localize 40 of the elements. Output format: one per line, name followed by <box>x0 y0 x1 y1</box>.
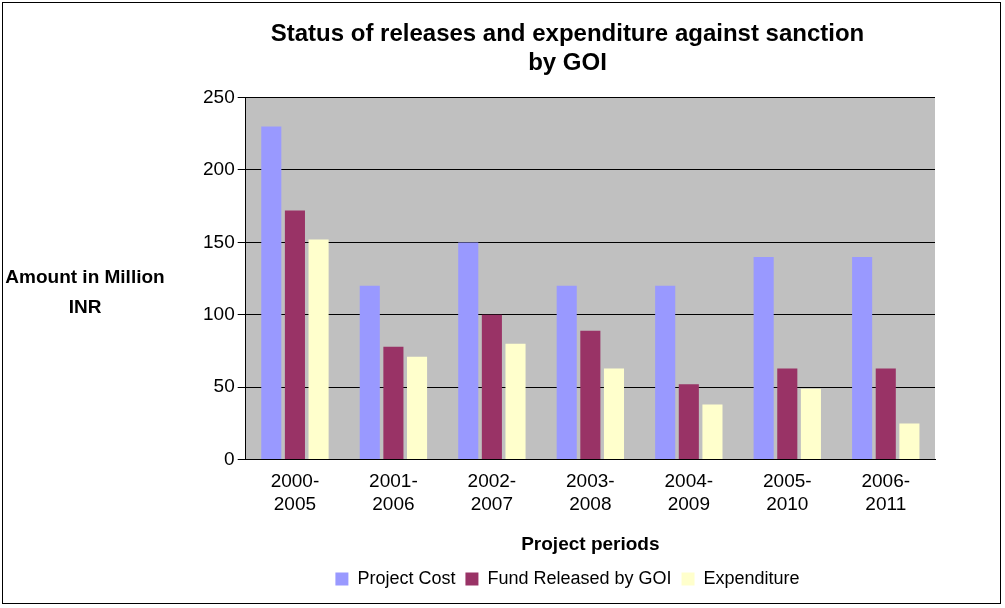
y-tick-label: 200 <box>203 158 235 180</box>
x-tick-label: 2003-2008 <box>566 470 615 515</box>
y-axis-title: Amount in Million INR <box>4 265 166 319</box>
x-tick-label: 2002-2007 <box>467 470 517 515</box>
x-tick-label: 2005-2010 <box>762 470 812 515</box>
y-tick-label: 50 <box>213 375 235 397</box>
x-axis-title: Project periods <box>521 532 660 554</box>
bar <box>753 256 774 460</box>
bar <box>852 256 873 460</box>
x-tick-label: 2006-2011 <box>861 470 911 515</box>
legend-label: Fund Released by GOI <box>487 567 672 588</box>
bar <box>481 314 502 460</box>
y-tick-label: 150 <box>203 230 235 252</box>
x-tick-label: 2001-2006 <box>369 470 418 515</box>
bar <box>407 356 428 460</box>
bar <box>678 384 699 460</box>
y-tick-label: 0 <box>224 447 235 469</box>
legend-label: Expenditure <box>703 567 800 588</box>
x-tick-label: 2004-2009 <box>664 470 714 515</box>
y-tick-label: 250 <box>203 85 235 107</box>
y-tick-label: 100 <box>203 303 235 325</box>
bar <box>702 404 723 460</box>
bar <box>458 242 479 460</box>
bar <box>899 423 920 460</box>
bar <box>777 368 798 460</box>
bar <box>556 285 577 460</box>
bar <box>284 210 305 460</box>
legend-label: Project Cost <box>357 567 456 588</box>
bar <box>655 285 676 460</box>
x-tick-label: 2000-2005 <box>270 470 320 515</box>
bar <box>383 346 404 460</box>
bar <box>308 239 329 460</box>
bar <box>359 285 380 460</box>
chart-title: Status of releases and expenditure against sanction by GOI <box>270 19 865 75</box>
bar <box>580 330 601 460</box>
bar <box>603 368 625 460</box>
bar <box>875 368 896 460</box>
bar <box>800 388 821 460</box>
bar <box>261 126 282 460</box>
bar <box>505 343 526 460</box>
